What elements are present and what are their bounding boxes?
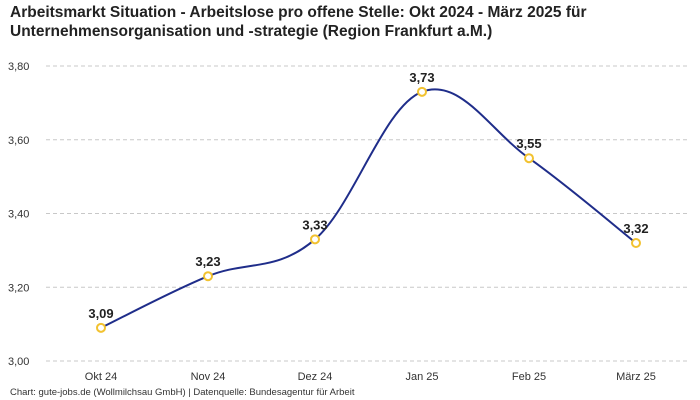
data-points <box>96 86 641 333</box>
data-point <box>310 234 320 245</box>
y-tick-label: 3,20 <box>8 282 29 294</box>
series-line <box>100 88 637 329</box>
x-axis-ticks: Okt 24 Nov 24 Dez 24 Jan 25 Feb 25 März 25 <box>85 371 656 383</box>
data-label: 3,23 <box>195 254 220 269</box>
x-tick-label: Dez 24 <box>298 371 333 383</box>
x-tick-label: Okt 24 <box>85 371 117 383</box>
y-tick-label: 3,80 <box>8 61 29 73</box>
data-label: 3,32 <box>623 221 648 236</box>
data-point <box>203 271 213 282</box>
y-tick-label: 3,00 <box>8 356 29 368</box>
x-tick-label: Feb 25 <box>512 371 546 383</box>
grid-layer <box>46 65 690 362</box>
data-point <box>524 153 534 164</box>
y-tick-label: 3,40 <box>8 209 29 221</box>
y-tick-label: 3,60 <box>8 135 29 147</box>
x-tick-label: Jan 25 <box>405 371 438 383</box>
data-label: 3,33 <box>302 217 327 232</box>
chart-source-footer: Chart: gute-jobs.de (Wollmilchsau GmbH) … <box>10 387 355 398</box>
data-point <box>631 238 641 248</box>
data-labels: 3,09 3,23 3,33 3,73 3,55 3,32 <box>88 70 648 321</box>
data-label: 3,55 <box>516 136 541 151</box>
x-tick-label: Nov 24 <box>191 371 226 383</box>
data-label: 3,09 <box>88 306 113 321</box>
data-point <box>417 86 427 97</box>
data-label: 3,73 <box>409 70 434 85</box>
data-point <box>96 322 106 333</box>
y-axis-ticks: 3,00 3,20 3,40 3,60 3,80 <box>8 61 29 368</box>
chart-title: Arbeitsmarkt Situation - Arbeitslose pro… <box>10 4 587 40</box>
x-tick-label: März 25 <box>616 371 656 383</box>
